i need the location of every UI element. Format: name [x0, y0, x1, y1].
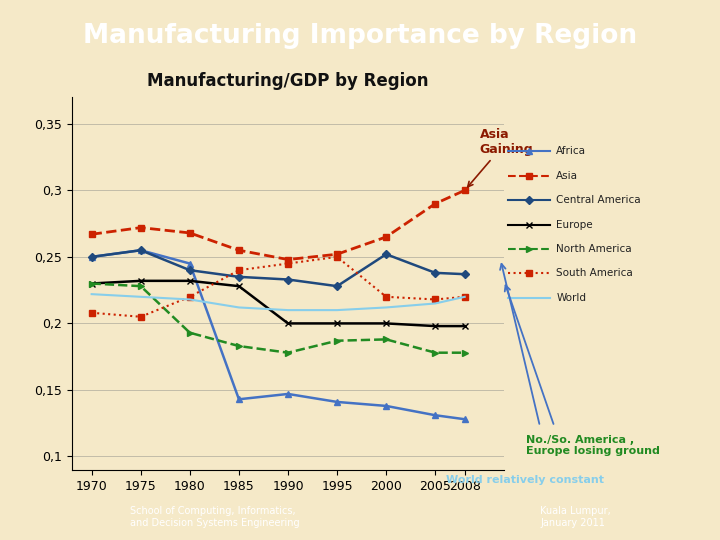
Africa — [460, 416, 469, 422]
Africa — [333, 399, 341, 405]
Text: North America: North America — [556, 244, 632, 254]
Line: South America: South America — [89, 254, 467, 320]
World — [235, 304, 243, 310]
Africa — [382, 403, 390, 409]
World — [460, 294, 469, 300]
Asia — [87, 231, 96, 238]
South America — [460, 294, 469, 300]
Africa — [235, 396, 243, 402]
Text: Manufacturing Importance by Region: Manufacturing Importance by Region — [83, 23, 637, 50]
Europe — [460, 323, 469, 329]
Text: World relatively constant: World relatively constant — [446, 475, 604, 484]
Asia — [431, 200, 440, 207]
Line: North America: North America — [88, 280, 468, 356]
South America — [382, 294, 390, 300]
South America — [186, 294, 194, 300]
North America — [284, 349, 292, 356]
World — [87, 291, 96, 298]
Text: Europe: Europe — [556, 220, 593, 229]
World — [333, 307, 341, 313]
Europe — [382, 320, 390, 327]
South America — [87, 309, 96, 316]
Text: School of Computing, Informatics,
and Decision Systems Engineering: School of Computing, Informatics, and De… — [130, 507, 300, 528]
Text: Asia
Gaining: Asia Gaining — [468, 128, 533, 187]
Asia — [186, 230, 194, 236]
Africa — [136, 247, 145, 253]
Text: Kuala Lumpur,
January 2011: Kuala Lumpur, January 2011 — [540, 507, 611, 528]
Central America — [136, 247, 145, 253]
South America — [235, 267, 243, 273]
Central America — [333, 283, 341, 289]
Text: Asia: Asia — [556, 171, 578, 181]
Line: Europe: Europe — [88, 278, 468, 329]
Central America — [382, 251, 390, 258]
South America — [431, 296, 440, 303]
Africa — [186, 260, 194, 267]
World — [382, 304, 390, 310]
Line: Africa: Africa — [88, 247, 468, 423]
Central America — [235, 274, 243, 280]
Europe — [87, 280, 96, 287]
North America — [382, 336, 390, 343]
Central America — [460, 271, 469, 278]
Title: Manufacturing/GDP by Region: Manufacturing/GDP by Region — [148, 72, 428, 90]
Asia — [136, 225, 145, 231]
North America — [431, 349, 440, 356]
Africa — [431, 412, 440, 418]
Asia — [460, 187, 469, 194]
World — [136, 294, 145, 300]
North America — [333, 338, 341, 344]
Asia — [382, 234, 390, 240]
North America — [87, 280, 96, 287]
North America — [186, 329, 194, 336]
South America — [333, 254, 341, 260]
World — [186, 296, 194, 303]
North America — [235, 343, 243, 349]
Asia — [284, 256, 292, 263]
North America — [136, 283, 145, 289]
Central America — [284, 276, 292, 283]
Europe — [186, 278, 194, 284]
World — [431, 300, 440, 307]
Africa — [87, 254, 96, 260]
Asia — [333, 251, 341, 258]
Asia — [235, 247, 243, 253]
Text: World: World — [556, 293, 586, 303]
Africa — [284, 391, 292, 397]
Europe — [284, 320, 292, 327]
Line: World: World — [91, 294, 464, 310]
Line: Central America: Central America — [89, 247, 467, 289]
Central America — [186, 267, 194, 273]
Text: Africa: Africa — [556, 146, 586, 156]
Europe — [235, 283, 243, 289]
Text: No./So. America ,
Europe losing ground: No./So. America , Europe losing ground — [526, 435, 660, 456]
Text: South America: South America — [556, 268, 633, 279]
South America — [136, 314, 145, 320]
North America — [460, 349, 469, 356]
South America — [284, 260, 292, 267]
Europe — [431, 323, 440, 329]
Central America — [431, 269, 440, 276]
Europe — [136, 278, 145, 284]
Line: Asia: Asia — [88, 187, 468, 263]
Central America — [87, 254, 96, 260]
Text: Central America: Central America — [556, 195, 641, 205]
World — [284, 307, 292, 313]
Europe — [333, 320, 341, 327]
